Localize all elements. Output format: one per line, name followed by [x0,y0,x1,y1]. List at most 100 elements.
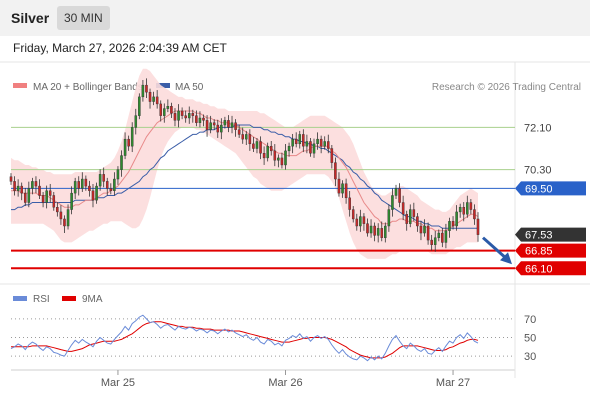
forecast-arrow-shaft [482,236,506,259]
candle-body [319,138,323,147]
candle-body [95,185,98,201]
level-tag-66.85 [515,243,586,258]
candle-body [116,169,120,180]
level-tag-67.53 [515,227,586,242]
candle-body [13,181,16,191]
candle-body [209,122,212,130]
candle-body [27,188,31,203]
candle-body [380,228,384,238]
x-tick-label-2: Mar 27 [436,377,470,389]
x-tick-label-1: Mar 26 [268,377,302,389]
bollinger-band-area [11,68,478,259]
candle-body [476,218,480,235]
moving-averages [11,110,479,232]
candle-body [412,209,416,217]
candle-body [216,124,220,133]
candle-body [351,209,355,220]
candle-body [45,190,48,203]
candle-body [334,162,337,180]
candle-body [255,141,259,149]
candle-body [31,181,34,189]
candle-body [212,122,216,126]
candle-body [344,183,348,199]
candle-body [34,181,38,187]
level-tag-66.10 [515,261,586,276]
candle-body [309,141,312,154]
x-tick-label-0: Mar 25 [101,377,135,389]
candle-body [348,197,351,210]
candle-body [113,178,116,191]
candle-body [252,143,255,149]
candle-body [458,207,462,213]
candle-body [98,174,102,187]
candle-body [391,195,394,210]
main-legend: MA 20 + Bollinger Bands MA 50 Research ©… [13,82,581,93]
candle-body [120,155,123,170]
candle-body [202,117,205,121]
candle-body [198,117,202,123]
candle-body [280,157,284,166]
candle-body [159,103,162,116]
candle-body [323,141,326,147]
candle-body [259,141,262,154]
candle-body [359,216,362,227]
candle-body [180,110,184,116]
candle-body [66,209,70,227]
candle-body [105,181,109,189]
candle-body [91,190,95,201]
rsi-line [10,314,479,362]
rsi-panel: 70 50 30 [10,314,536,363]
candle-body [373,225,376,236]
legend-label-ma20: MA 20 + Bollinger Bands [33,82,143,93]
timeframe-badge[interactable]: 30 MIN [57,6,110,30]
legend-swatch-ma50 [156,83,170,88]
level-labels: 72.10 70.30 69.50 67.53 66.85 66.10 [515,122,586,276]
candle-body [394,188,398,196]
rsi-tick-30: 30 [524,351,536,363]
candle-body [123,138,127,156]
candle-body [398,188,401,203]
candle-body [127,138,130,147]
candle-body [56,207,59,213]
candle-body [109,188,113,191]
candle-body [220,124,223,133]
candle-body [155,96,159,105]
level-tag-text-66.10: 66.10 [525,263,553,275]
candle-body [248,134,252,145]
candle-body [405,214,408,224]
candle-body [73,181,77,194]
candle-body [152,96,155,102]
candle-body [337,178,341,194]
candle-body [170,106,173,114]
candle-body [145,84,148,93]
candle-body [466,202,469,215]
candle-body [362,216,366,224]
candle-body [245,134,248,140]
candle-body [191,113,195,116]
price-levels [11,126,515,270]
legend-swatch-ma20 [13,83,27,88]
candle-body [455,211,458,227]
candle-body [177,110,180,121]
candle-body [77,181,81,189]
ma20-line [11,110,479,232]
candle-body [387,209,391,227]
legend-swatch-rsi [13,296,27,301]
legend-label-9ma: 9MA [82,294,103,305]
candle-body [23,192,27,203]
candle-body [384,225,387,238]
candle-body [291,138,294,147]
candle-body [376,228,380,236]
candle-body [273,150,277,161]
candle-body [148,91,152,102]
instrument-title: Silver [11,10,50,26]
header-bar: Silver 30 MIN [0,0,590,36]
candle-body [437,232,441,238]
candle-body [138,96,141,116]
level-label-70.30: 70.30 [524,165,552,177]
candlesticks [9,78,480,252]
candle-body [312,143,316,154]
forecast-arrow-head [500,252,512,265]
candle-body [20,185,23,194]
